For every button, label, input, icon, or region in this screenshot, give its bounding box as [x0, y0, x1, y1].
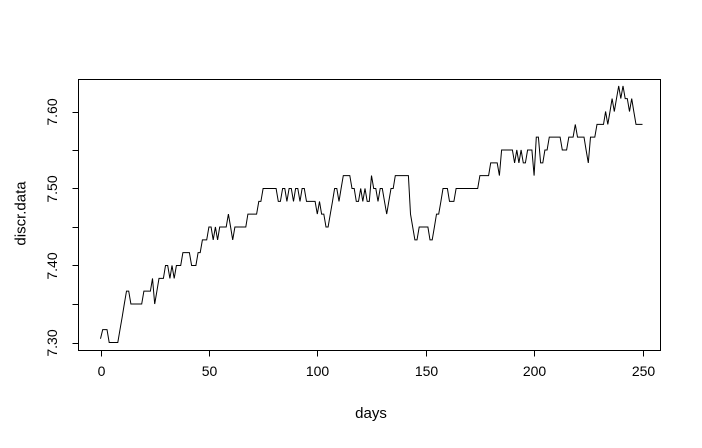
x-tick-label: 0 [97, 363, 106, 379]
x-axis-title: days [355, 405, 387, 422]
y-tick-label: 7.50 [44, 174, 60, 203]
y-tick-label: 7.60 [44, 97, 60, 126]
x-tick-label: 50 [201, 363, 218, 379]
plot-border [78, 79, 661, 351]
x-tick-label: 200 [522, 363, 547, 379]
series-line [100, 85, 643, 343]
x-tick-label: 100 [305, 363, 330, 379]
x-tick-label: 250 [631, 363, 656, 379]
y-tick-label: 7.30 [44, 328, 60, 357]
y-axis-title: discr.data [12, 181, 30, 246]
x-tick-label: 150 [414, 363, 439, 379]
x-axis-ticks [101, 350, 644, 357]
y-tick-label: 7.40 [44, 251, 60, 280]
y-axis-ticks [72, 112, 79, 344]
